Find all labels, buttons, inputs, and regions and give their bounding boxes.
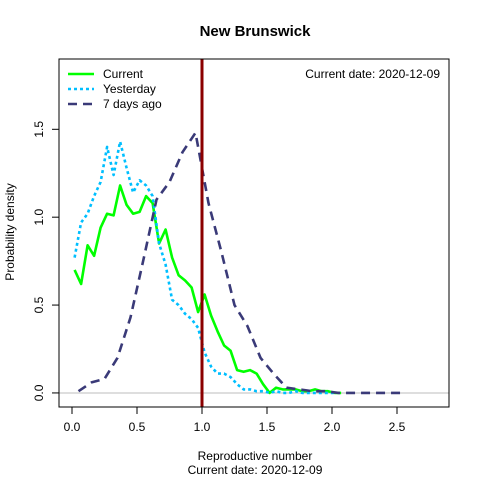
x-tick-label: 1.0	[194, 420, 211, 434]
y-tick-label: 1.0	[32, 209, 46, 226]
x-tick-label: 2.5	[389, 420, 406, 434]
x-tick-label: 1.5	[259, 420, 276, 434]
x-axis-sublabel: Current date: 2020-12-09	[188, 463, 323, 477]
series-line-2	[77, 131, 404, 395]
y-tick-label: 0.0	[32, 384, 46, 401]
legend-label-1: Yesterday	[103, 82, 156, 96]
legend-label-2: 7 days ago	[103, 97, 162, 111]
y-tick-label: 0.5	[32, 296, 46, 313]
x-tick-label: 2.0	[324, 420, 341, 434]
x-axis: 0.0 0.5 1.0 1.5 2.0 2.5	[64, 406, 406, 434]
series-line-0	[73, 184, 342, 395]
y-axis-label: Probability density	[3, 183, 17, 280]
series-layer	[73, 131, 404, 395]
legend-label-0: Current	[103, 67, 144, 81]
x-axis-label: Reproductive number	[198, 449, 313, 463]
y-tick-label: 1.5	[32, 121, 46, 138]
chart-title: New Brunswick	[200, 23, 312, 40]
x-tick-label: 0.5	[129, 420, 146, 434]
current-date-annotation: Current date: 2020-12-09	[305, 67, 440, 81]
y-axis: 0.0 0.5 1.0 1.5	[32, 121, 60, 401]
x-tick-label: 0.0	[64, 420, 81, 434]
series-line-1	[73, 140, 335, 395]
